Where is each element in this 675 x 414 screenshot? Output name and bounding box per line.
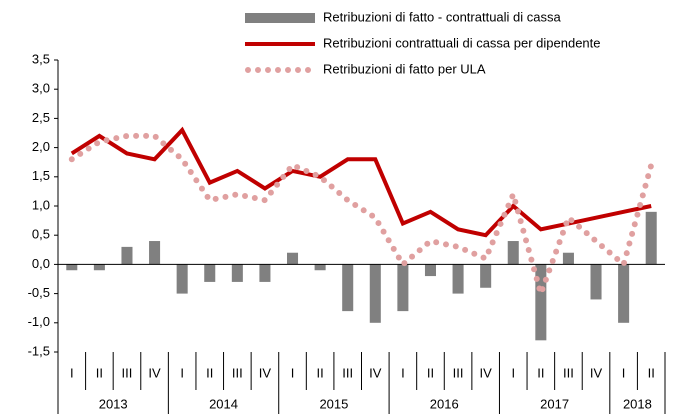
x-tick-label: I <box>622 365 626 380</box>
legend-label: Retribuzioni di fatto per ULA <box>323 61 486 76</box>
x-tick-label: IV <box>148 365 161 380</box>
legend-label: Retribuzioni contrattuali di cassa per d… <box>323 35 601 50</box>
bar <box>204 264 216 282</box>
bar <box>259 264 271 282</box>
bar <box>231 264 243 282</box>
y-tick-label: 0,0 <box>32 256 50 271</box>
bar <box>590 264 602 300</box>
y-tick-label: 0,5 <box>32 227 50 242</box>
y-tick-label: -1,0 <box>28 314 50 329</box>
x-tick-label: I <box>70 365 74 380</box>
x-tick-label: III <box>122 365 133 380</box>
year-label: 2018 <box>623 396 652 411</box>
bar <box>645 211 657 265</box>
x-tick-label: IV <box>480 365 493 380</box>
x-tick-label: II <box>537 365 544 380</box>
year-label: 2016 <box>430 396 459 411</box>
y-tick-label: 2,0 <box>32 139 50 154</box>
bar <box>149 241 161 265</box>
legend-label: Retribuzioni di fatto - contrattuali di … <box>323 9 561 24</box>
year-label: 2015 <box>319 396 348 411</box>
x-tick-label: IV <box>259 365 272 380</box>
y-tick-label: 1,0 <box>32 197 50 212</box>
y-tick-label: -1,5 <box>28 343 50 358</box>
bar <box>397 264 409 312</box>
y-tick-label: -0,5 <box>28 285 50 300</box>
bar <box>121 246 133 265</box>
line-series <box>70 126 652 238</box>
x-tick-label: IV <box>590 365 603 380</box>
x-tick-label: II <box>96 365 103 380</box>
bar <box>176 264 188 294</box>
x-tick-label: IV <box>369 365 382 380</box>
x-tick-label: III <box>342 365 353 380</box>
y-tick-label: 3,5 <box>32 51 50 66</box>
bar <box>314 264 326 271</box>
x-tick-label: I <box>180 365 184 380</box>
x-tick-label: I <box>291 365 295 380</box>
bar <box>562 252 574 265</box>
dotted-series <box>68 132 655 304</box>
bar <box>480 264 492 288</box>
bar <box>93 264 105 271</box>
x-tick-label: I <box>511 365 515 380</box>
x-tick-label: III <box>563 365 574 380</box>
bar <box>342 264 354 312</box>
x-tick-label: I <box>401 365 405 380</box>
y-tick-label: 3,0 <box>32 81 50 96</box>
bar <box>66 264 78 271</box>
bar <box>424 264 436 277</box>
x-tick-label: II <box>648 365 655 380</box>
y-tick-label: 1,5 <box>32 168 50 183</box>
x-tick-label: III <box>232 365 243 380</box>
x-tick-label: II <box>316 365 323 380</box>
bar <box>535 264 547 341</box>
bar <box>369 264 381 323</box>
bar <box>452 264 464 294</box>
legend-swatch <box>245 13 315 23</box>
bar <box>507 241 519 265</box>
year-label: 2013 <box>99 396 128 411</box>
bar <box>618 264 630 323</box>
y-tick-label: 2,5 <box>32 110 50 125</box>
bar <box>287 252 299 265</box>
x-tick-label: III <box>453 365 464 380</box>
year-label: 2014 <box>209 396 238 411</box>
year-label: 2017 <box>540 396 569 411</box>
x-tick-label: II <box>427 365 434 380</box>
x-tick-label: II <box>206 365 213 380</box>
